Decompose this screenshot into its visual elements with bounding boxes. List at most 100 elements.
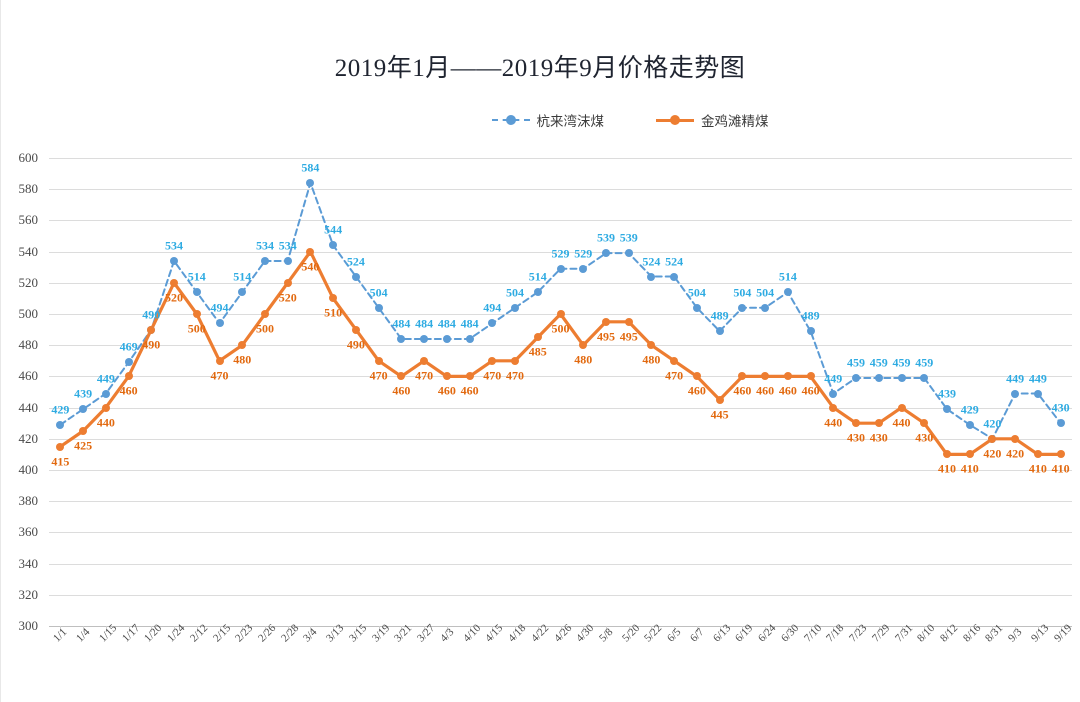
data-point[interactable] [647, 341, 656, 350]
data-point[interactable] [56, 420, 65, 429]
data-point[interactable] [852, 419, 861, 428]
data-point-label: 410 [1051, 461, 1070, 476]
data-point[interactable] [761, 303, 770, 312]
legend-item-jinjitan[interactable]: 金鸡滩精煤 [656, 110, 769, 130]
data-point[interactable] [79, 405, 88, 414]
data-point[interactable] [420, 356, 429, 365]
data-point[interactable] [692, 372, 701, 381]
data-point[interactable] [829, 403, 838, 412]
data-point[interactable] [897, 403, 906, 412]
data-point[interactable] [260, 310, 269, 318]
data-point[interactable] [533, 333, 542, 342]
data-point[interactable] [897, 373, 906, 382]
data-point[interactable] [988, 434, 997, 443]
data-point[interactable] [829, 389, 838, 398]
data-point[interactable] [920, 419, 929, 428]
data-point[interactable] [56, 442, 65, 451]
data-point[interactable] [670, 272, 679, 281]
data-point[interactable] [397, 334, 406, 343]
data-point[interactable] [1011, 389, 1020, 398]
data-point[interactable] [465, 372, 474, 381]
data-point[interactable] [1056, 450, 1065, 459]
data-point[interactable] [215, 319, 224, 328]
data-point[interactable] [738, 303, 747, 312]
data-point-label: 430 [847, 430, 866, 445]
data-point[interactable] [101, 403, 110, 412]
data-point[interactable] [238, 341, 247, 350]
data-point[interactable] [738, 372, 747, 381]
data-point[interactable] [283, 278, 292, 287]
data-point[interactable] [1011, 434, 1020, 443]
data-point[interactable] [942, 450, 951, 459]
data-point[interactable] [806, 327, 815, 336]
data-point[interactable] [965, 420, 974, 429]
data-point[interactable] [579, 341, 588, 350]
data-point[interactable] [488, 319, 497, 328]
data-point[interactable] [420, 334, 429, 343]
data-point[interactable] [533, 288, 542, 297]
data-point[interactable] [260, 256, 269, 265]
data-point[interactable] [624, 249, 633, 258]
data-point[interactable] [170, 278, 179, 287]
data-point[interactable] [874, 373, 883, 382]
data-point[interactable] [306, 247, 315, 256]
data-point[interactable] [601, 249, 610, 258]
data-point[interactable] [351, 272, 360, 281]
data-point[interactable] [283, 256, 292, 265]
x-axis-tick [355, 626, 357, 632]
gridline [49, 438, 1072, 440]
data-point[interactable] [306, 178, 315, 187]
data-point[interactable] [715, 327, 724, 336]
data-point[interactable] [965, 450, 974, 459]
data-point[interactable] [238, 288, 247, 297]
data-point[interactable] [806, 372, 815, 381]
data-point[interactable] [692, 303, 701, 312]
data-point[interactable] [556, 264, 565, 273]
data-point[interactable] [556, 310, 565, 318]
data-point[interactable] [374, 303, 383, 312]
data-point[interactable] [783, 288, 792, 297]
gridline [49, 532, 1072, 534]
data-point[interactable] [79, 427, 88, 435]
data-point[interactable] [511, 356, 520, 365]
data-point[interactable] [329, 294, 338, 303]
data-point[interactable] [942, 405, 951, 414]
data-point[interactable] [670, 356, 679, 365]
data-point[interactable] [1056, 419, 1065, 428]
data-point[interactable] [852, 373, 861, 382]
data-point[interactable] [170, 256, 179, 265]
page-left-border [0, 0, 1, 702]
data-point[interactable] [624, 317, 633, 326]
data-point[interactable] [647, 272, 656, 281]
data-point[interactable] [1033, 450, 1042, 459]
data-point[interactable] [397, 372, 406, 381]
data-point[interactable] [488, 356, 497, 365]
data-point[interactable] [374, 356, 383, 365]
data-point[interactable] [761, 372, 770, 381]
data-point[interactable] [442, 334, 451, 343]
data-point[interactable] [442, 372, 451, 381]
data-point[interactable] [101, 389, 110, 398]
data-point[interactable] [874, 419, 883, 428]
data-point[interactable] [601, 317, 610, 326]
data-point[interactable] [192, 310, 201, 318]
data-point[interactable] [920, 373, 929, 382]
data-point[interactable] [511, 303, 520, 312]
data-point[interactable] [215, 356, 224, 365]
data-point-label: 489 [710, 308, 729, 323]
data-point[interactable] [147, 325, 156, 334]
data-point[interactable] [715, 395, 724, 404]
data-point[interactable] [783, 372, 792, 381]
data-point[interactable] [465, 334, 474, 343]
data-point[interactable] [1033, 389, 1042, 398]
data-point[interactable] [329, 241, 338, 250]
data-point[interactable] [579, 264, 588, 273]
data-point[interactable] [124, 358, 133, 367]
data-point-label: 470 [483, 368, 502, 383]
data-point[interactable] [192, 288, 201, 297]
data-point[interactable] [124, 372, 133, 381]
data-point[interactable] [351, 325, 360, 334]
legend-item-hanglaiwan[interactable]: 杭来湾沫煤 [491, 110, 604, 130]
data-point-label: 425 [74, 438, 93, 453]
